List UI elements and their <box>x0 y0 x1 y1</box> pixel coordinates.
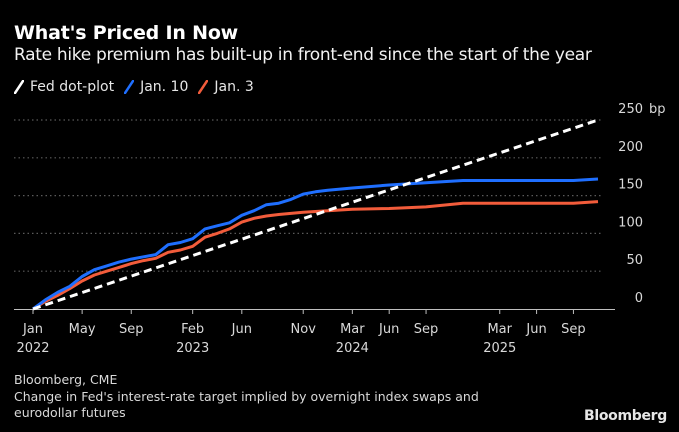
series-line-jan-3 <box>32 200 599 311</box>
gridlines <box>14 119 602 272</box>
series-line-fed-dot-plot <box>32 118 599 311</box>
x-tick-year-2022: 2022 <box>16 341 49 356</box>
x-tick-label-jun: Jun <box>525 322 546 337</box>
legend-item-jan-10: Jan. 10 <box>124 79 188 95</box>
y-tick-label-0: 0 <box>635 291 643 306</box>
legend-swatch-jan-10 <box>124 80 135 94</box>
legend: Fed dot-plot Jan. 10 Jan. 3 <box>14 79 264 95</box>
x-tick-label-jan: Jan <box>22 322 43 337</box>
y-tick-label-200: 200 <box>618 140 643 155</box>
legend-label-jan-3: Jan. 3 <box>214 79 254 95</box>
footnote-text: Change in Fed's interest-rate target imp… <box>14 389 479 420</box>
x-tick-label-jun: Jun <box>378 322 399 337</box>
x-axis: Jan 2022 May Sep Feb 2023 Jun Nov Mar 2024 Jun Sep M… <box>14 309 615 356</box>
legend-label-jan-10: Jan. 10 <box>140 79 189 95</box>
chart-title: What's Priced In Now <box>14 22 239 44</box>
x-tick-year-2025: 2025 <box>483 341 516 356</box>
chart-subtitle: Rate hike premium has built-up in front-… <box>14 45 592 65</box>
source-text: Bloomberg, CME <box>14 372 118 387</box>
y-tick-label-50: 50 <box>626 253 643 268</box>
bloomberg-logo: Bloomberg <box>583 408 667 424</box>
x-tick-year-2024: 2024 <box>336 341 369 356</box>
x-tick-label-may: May <box>69 322 96 337</box>
x-tick-label-mar: Mar <box>340 322 365 337</box>
y-unit-label: bp <box>649 102 666 117</box>
x-tick-label-sep: Sep <box>561 322 586 337</box>
x-tick-label-feb: Feb <box>181 322 204 337</box>
x-tick-label-jun: Jun <box>231 322 252 337</box>
legend-item-fed-dot-plot: Fed dot-plot <box>14 79 114 95</box>
x-tick-label-sep: Sep <box>119 322 144 337</box>
y-axis: 0 50 100 150 200 250 bp <box>618 102 665 306</box>
legend-swatch-fed-dot-plot <box>14 80 24 94</box>
x-tick-year-2023: 2023 <box>176 341 209 356</box>
x-tick-label-sep: Sep <box>414 322 439 337</box>
x-tick-label-mar: Mar <box>487 322 512 337</box>
series-lines <box>32 118 599 311</box>
series-line-jan-10 <box>32 177 599 311</box>
legend-item-jan-3: Jan. 3 <box>198 79 254 95</box>
y-tick-label-250: 250 <box>618 102 643 117</box>
y-tick-label-100: 100 <box>618 215 643 230</box>
legend-label-fed-dot-plot: Fed dot-plot <box>30 79 115 95</box>
x-tick-label-nov: Nov <box>291 322 317 337</box>
legend-swatch-jan-3 <box>198 80 209 94</box>
y-tick-label-150: 150 <box>618 178 643 193</box>
